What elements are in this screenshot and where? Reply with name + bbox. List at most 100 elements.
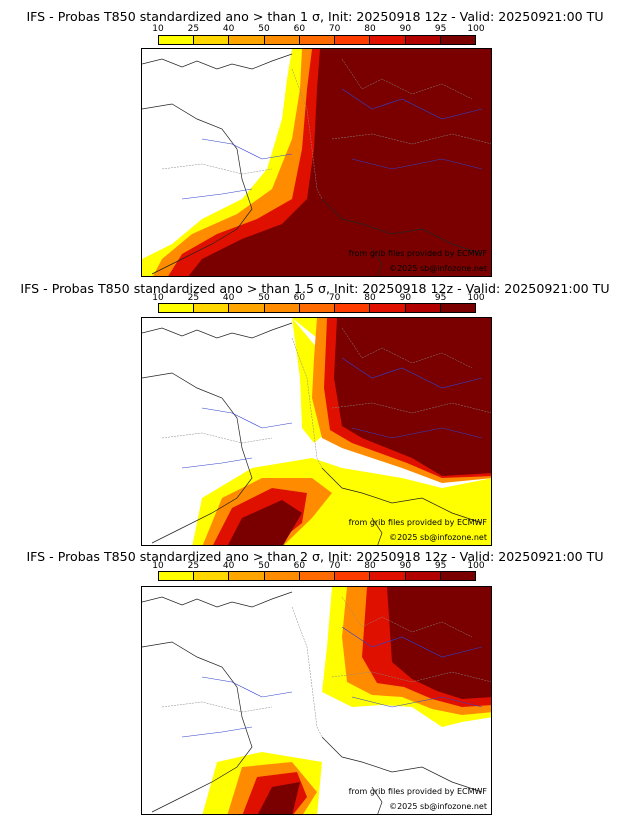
colorbar-tick-label: 40 (222, 561, 235, 571)
colorbar-segment (194, 572, 230, 580)
copyright-credit: ©2025 sb@infozone.net (389, 802, 487, 811)
map-svg (142, 318, 491, 545)
colorbar-tick-label: 90 (399, 293, 412, 303)
colorbar-segment (370, 572, 406, 580)
river (351, 696, 483, 708)
river (181, 188, 253, 200)
colorbar-segment (229, 572, 265, 580)
colorbar-segment (370, 304, 406, 312)
river (201, 676, 293, 698)
map-svg (142, 49, 491, 276)
probability-area (258, 587, 491, 814)
colorbar (158, 571, 476, 581)
copyright-credit: ©2025 sb@infozone.net (389, 533, 487, 542)
river (201, 138, 293, 160)
coastline (371, 517, 383, 545)
coastline (142, 322, 293, 339)
panel-title: IFS - Probas T850 standardized ano > tha… (26, 9, 604, 24)
colorbar-tick-label: 40 (222, 24, 235, 34)
colorbar-tick-label: 80 (364, 561, 376, 571)
region-border (341, 58, 473, 100)
probability-area (228, 318, 491, 545)
region-border (161, 701, 273, 713)
region-border (331, 133, 491, 145)
colorbar-segment (335, 572, 371, 580)
river (351, 427, 483, 439)
colorbar-tick-label: 40 (222, 293, 235, 303)
colorbar-tick-label: 10 (152, 561, 164, 571)
source-credit: from grib files provided by ECMWF (348, 787, 487, 796)
colorbar-tick-label: 25 (187, 293, 200, 303)
colorbar-tick-label: 80 (364, 293, 376, 303)
colorbar-tick-label: 25 (187, 561, 200, 571)
coastline (142, 591, 293, 608)
river (351, 158, 483, 170)
colorbar-segment (440, 36, 475, 44)
colorbar-tick-label: 95 (434, 561, 447, 571)
coastline (142, 53, 293, 70)
colorbar (158, 35, 476, 45)
colorbar-segment (370, 36, 406, 44)
colorbar-tick-label: 10 (152, 293, 164, 303)
region-border (161, 432, 273, 444)
colorbar-tick-label: 25 (187, 24, 200, 34)
colorbar-tick-label: 60 (293, 293, 306, 303)
colorbar-tick-label: 70 (328, 561, 341, 571)
colorbar-segment (405, 304, 441, 312)
colorbar-segment (264, 304, 300, 312)
region-border (331, 671, 491, 683)
panel-title: IFS - Probas T850 standardized ano > tha… (20, 281, 610, 296)
colorbar-segment (335, 304, 371, 312)
colorbar-tick-label: 95 (434, 24, 447, 34)
colorbar-segment (405, 572, 441, 580)
colorbar-tick-label: 100 (467, 24, 485, 34)
coastline (321, 467, 483, 524)
colorbar-tick-label: 95 (434, 293, 447, 303)
colorbar-segment (299, 572, 336, 580)
colorbar-segment (440, 572, 475, 580)
region-border (161, 163, 273, 175)
colorbar-tick-label: 50 (258, 24, 270, 34)
coastline (142, 372, 253, 544)
colorbar-tick-label: 100 (467, 293, 485, 303)
colorbar-segment (194, 304, 230, 312)
colorbar-segment (335, 36, 371, 44)
river (181, 457, 253, 469)
probability-map: from grib files provided by ECMWF ©2025 … (141, 48, 492, 277)
coastline (321, 198, 483, 255)
colorbar-tick-label: 100 (467, 561, 485, 571)
colorbar-segment (299, 304, 336, 312)
region-border (341, 327, 473, 369)
colorbar-ticks: 10 25 40 50 60 70 80 90 95 100 (152, 561, 484, 571)
colorbar-ticks: 10 25 40 50 60 70 80 90 95 100 (152, 293, 484, 303)
colorbar-segment (264, 36, 300, 44)
colorbar-segment (299, 36, 336, 44)
colorbar-segment (264, 572, 300, 580)
region-border (291, 606, 323, 738)
colorbar-tick-label: 50 (258, 293, 270, 303)
region-border (291, 68, 323, 200)
colorbar-tick-label: 10 (152, 24, 164, 34)
coastline (371, 248, 383, 276)
river (201, 407, 293, 429)
copyright-credit: ©2025 sb@infozone.net (389, 264, 487, 273)
colorbar-segment (194, 36, 230, 44)
colorbar-segment (440, 304, 475, 312)
probability-map: from grib files provided by ECMWF ©2025 … (141, 586, 492, 815)
colorbar-segment (159, 36, 195, 44)
colorbar-tick-label: 60 (293, 561, 306, 571)
probability-map: from grib files provided by ECMWF ©2025 … (141, 317, 492, 546)
colorbar-segment (229, 36, 265, 44)
coastline (371, 786, 383, 814)
colorbar-tick-label: 90 (399, 24, 412, 34)
colorbar-tick-label: 60 (293, 24, 306, 34)
region-border (331, 402, 491, 414)
source-credit: from grib files provided by ECMWF (348, 518, 487, 527)
colorbar-tick-label: 70 (328, 293, 341, 303)
colorbar-tick-label: 50 (258, 561, 270, 571)
panel-title: IFS - Probas T850 standardized ano > tha… (26, 549, 604, 564)
colorbar-tick-label: 90 (399, 561, 412, 571)
region-border (291, 337, 323, 469)
colorbar-ticks: 10 25 40 50 60 70 80 90 95 100 (152, 24, 484, 34)
colorbar-tick-label: 70 (328, 24, 341, 34)
